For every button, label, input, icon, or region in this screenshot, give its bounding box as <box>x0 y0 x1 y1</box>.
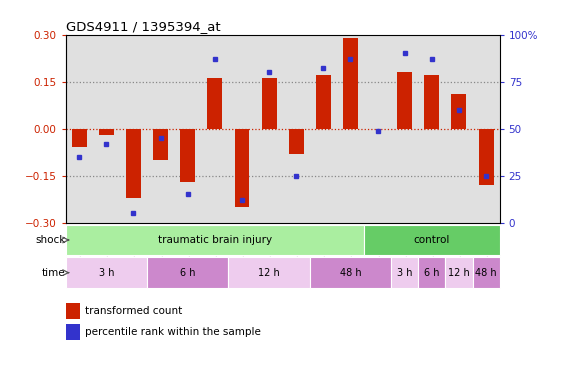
Bar <box>99 129 114 135</box>
Bar <box>72 129 87 147</box>
Bar <box>424 75 439 129</box>
Bar <box>180 129 195 182</box>
Text: transformed count: transformed count <box>85 306 182 316</box>
Text: 12 h: 12 h <box>448 268 470 278</box>
Text: 3 h: 3 h <box>99 268 114 278</box>
Text: percentile rank within the sample: percentile rank within the sample <box>85 327 260 337</box>
Text: GDS4911 / 1395394_at: GDS4911 / 1395394_at <box>66 20 220 33</box>
Bar <box>289 129 304 154</box>
Text: 48 h: 48 h <box>340 268 361 278</box>
Bar <box>126 129 141 198</box>
Bar <box>66 257 147 288</box>
Bar <box>364 225 500 255</box>
Text: time: time <box>42 268 66 278</box>
Bar <box>473 257 500 288</box>
Bar <box>309 257 391 288</box>
Bar <box>397 72 412 129</box>
Bar <box>262 78 276 129</box>
Bar <box>391 257 418 288</box>
Bar <box>228 257 309 288</box>
Bar <box>153 129 168 160</box>
Text: 12 h: 12 h <box>258 268 280 278</box>
Bar <box>66 225 364 255</box>
Text: control: control <box>413 235 450 245</box>
Text: 48 h: 48 h <box>475 268 497 278</box>
Bar <box>235 129 250 207</box>
Bar <box>147 257 228 288</box>
Bar <box>445 257 473 288</box>
Bar <box>343 38 358 129</box>
Bar <box>478 129 493 185</box>
Bar <box>316 75 331 129</box>
Text: 6 h: 6 h <box>180 268 195 278</box>
Bar <box>452 94 467 129</box>
Bar <box>207 78 222 129</box>
Text: 6 h: 6 h <box>424 268 440 278</box>
Text: 3 h: 3 h <box>397 268 412 278</box>
Bar <box>418 257 445 288</box>
Text: traumatic brain injury: traumatic brain injury <box>158 235 272 245</box>
Text: shock: shock <box>35 235 66 245</box>
